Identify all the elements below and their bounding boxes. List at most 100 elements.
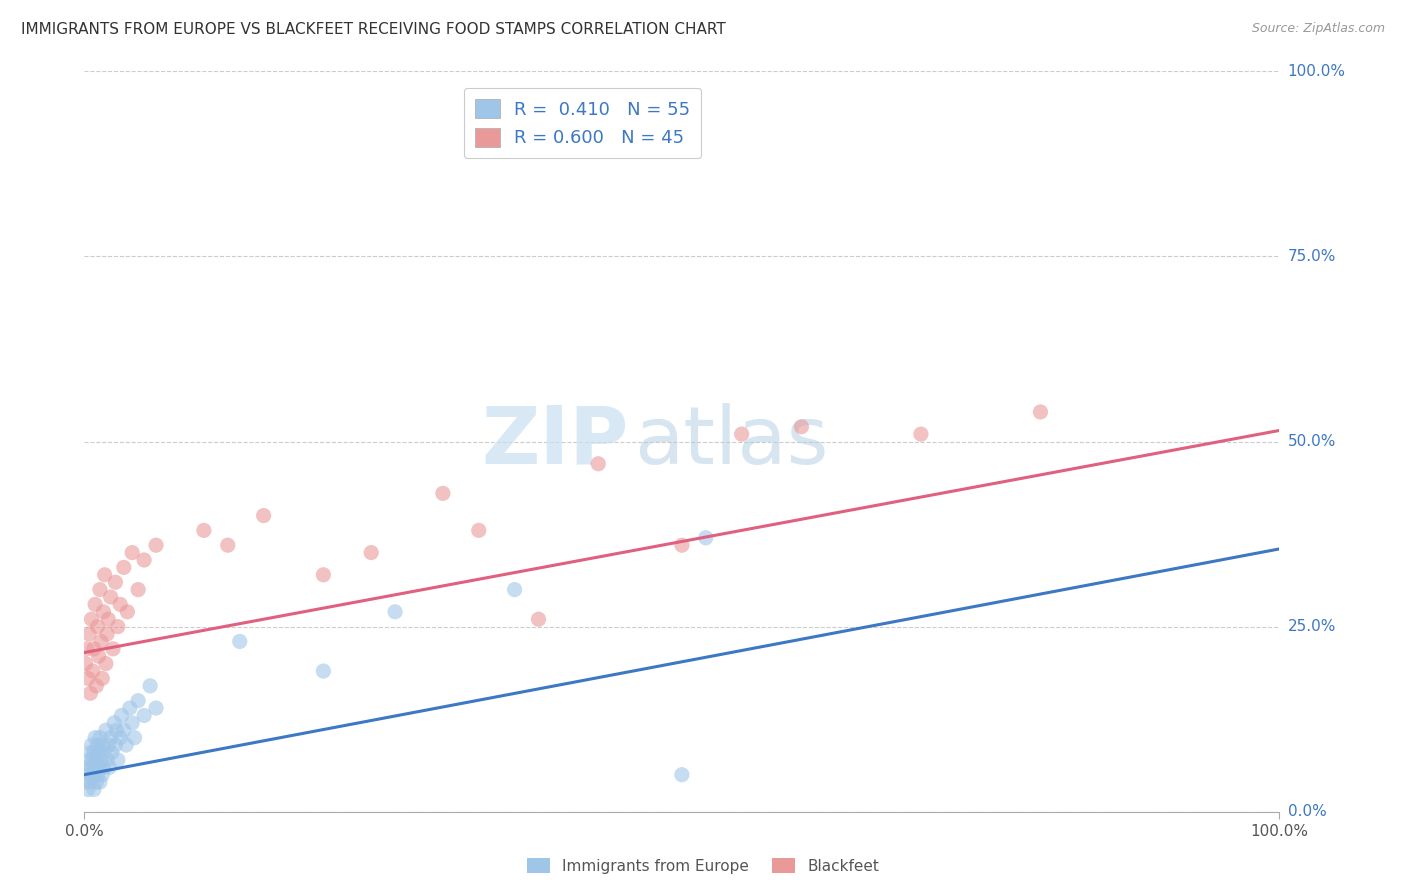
Point — [76, 760, 98, 774]
Point — [253, 508, 276, 523]
Point — [83, 641, 105, 656]
Point — [101, 641, 124, 656]
Point — [90, 634, 112, 648]
Point — [117, 605, 139, 619]
Point — [97, 612, 120, 626]
Point — [89, 731, 111, 745]
Point — [96, 627, 118, 641]
Point — [82, 753, 104, 767]
Text: 0.0%: 0.0% — [1288, 805, 1326, 819]
Point — [104, 575, 127, 590]
Point — [86, 679, 108, 693]
Point — [77, 627, 100, 641]
Point — [588, 457, 610, 471]
Point — [76, 641, 98, 656]
Point — [75, 657, 97, 671]
Legend: R =  0.410   N = 55, R = 0.600   N = 45: R = 0.410 N = 55, R = 0.600 N = 45 — [464, 87, 702, 158]
Point — [91, 672, 114, 686]
Point — [731, 427, 754, 442]
Point — [84, 760, 107, 774]
Point — [312, 664, 335, 678]
Point — [96, 753, 118, 767]
Point — [80, 612, 103, 626]
Point — [107, 619, 129, 633]
Point — [94, 723, 117, 738]
Point — [79, 775, 101, 789]
Point — [671, 767, 693, 781]
Text: 75.0%: 75.0% — [1288, 249, 1336, 264]
Point — [77, 782, 100, 797]
Point — [115, 738, 138, 752]
Point — [84, 598, 107, 612]
Point — [87, 746, 110, 760]
Point — [121, 715, 143, 730]
Point — [80, 760, 103, 774]
Point — [132, 708, 156, 723]
Legend: Immigrants from Europe, Blackfeet: Immigrants from Europe, Blackfeet — [520, 852, 886, 880]
Point — [384, 605, 406, 619]
Point — [75, 775, 97, 789]
Point — [77, 672, 100, 686]
Point — [145, 701, 167, 715]
Point — [217, 538, 239, 552]
Point — [84, 731, 107, 745]
Point — [527, 612, 550, 626]
Text: 25.0%: 25.0% — [1288, 619, 1336, 634]
Point — [112, 723, 135, 738]
Point — [77, 753, 100, 767]
Point — [93, 605, 115, 619]
Point — [139, 679, 162, 693]
Point — [77, 767, 100, 781]
Text: 50.0%: 50.0% — [1288, 434, 1336, 449]
Point — [110, 731, 132, 745]
Point — [93, 567, 115, 582]
Point — [89, 775, 111, 789]
Point — [83, 746, 105, 760]
Point — [80, 738, 103, 752]
Point — [104, 738, 127, 752]
Point — [93, 746, 115, 760]
Point — [229, 634, 252, 648]
Point — [101, 746, 124, 760]
Point — [100, 590, 122, 604]
Point — [86, 738, 108, 752]
Text: Source: ZipAtlas.com: Source: ZipAtlas.com — [1251, 22, 1385, 36]
Point — [790, 419, 813, 434]
Point — [93, 760, 115, 774]
Point — [503, 582, 526, 597]
Point — [671, 538, 693, 552]
Point — [112, 560, 135, 574]
Point — [97, 738, 120, 752]
Point — [118, 701, 141, 715]
Point — [145, 538, 167, 552]
Point — [110, 708, 132, 723]
Point — [79, 686, 101, 700]
Point — [91, 767, 114, 781]
Point — [79, 746, 101, 760]
Point — [132, 553, 156, 567]
Point — [124, 731, 146, 745]
Point — [107, 753, 129, 767]
Point — [105, 723, 128, 738]
Point — [910, 427, 932, 442]
Text: ZIP: ZIP — [481, 402, 628, 481]
Point — [98, 760, 121, 774]
Point — [82, 767, 104, 781]
Point — [86, 767, 108, 781]
Point — [312, 567, 335, 582]
Point — [82, 664, 104, 678]
Point — [103, 715, 125, 730]
Point — [86, 753, 108, 767]
Point — [90, 753, 112, 767]
Point — [87, 760, 110, 774]
Point — [468, 524, 491, 538]
Point — [83, 782, 105, 797]
Point — [100, 731, 122, 745]
Point — [87, 649, 110, 664]
Point — [432, 486, 454, 500]
Text: atlas: atlas — [634, 402, 828, 481]
Point — [360, 546, 382, 560]
Point — [127, 694, 149, 708]
Text: IMMIGRANTS FROM EUROPE VS BLACKFEET RECEIVING FOOD STAMPS CORRELATION CHART: IMMIGRANTS FROM EUROPE VS BLACKFEET RECE… — [21, 22, 725, 37]
Point — [121, 546, 143, 560]
